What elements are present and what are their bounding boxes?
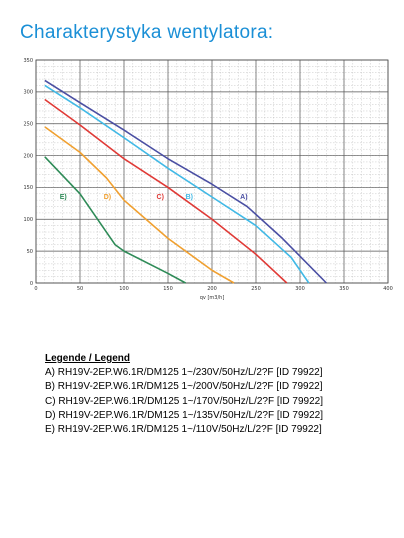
- series-line-a: [44, 79, 327, 284]
- x-tick-label: 200: [207, 286, 217, 292]
- y-tick-label: 250: [23, 122, 33, 128]
- x-tick-label: 250: [251, 286, 261, 292]
- y-tick-label: 150: [23, 185, 33, 191]
- series-line-d: [44, 126, 235, 284]
- page-heading: Charakterystyka wentylatora:: [20, 22, 274, 43]
- legend-item-d: D) RH19V-2EP.W6.1R/DM125 1~/135V/50Hz/L/…: [45, 409, 324, 421]
- y-tick-label: 0: [30, 281, 33, 287]
- x-axis-label: qv [m3/h]: [200, 295, 225, 301]
- x-tick-label: 0: [34, 286, 37, 292]
- y-tick-label: 300: [23, 90, 33, 96]
- x-tick-label: 100: [119, 286, 129, 292]
- y-tick-label: 200: [23, 153, 33, 159]
- x-tick-label: 400: [383, 286, 393, 292]
- legend-item-e: E) RH19V-2EP.W6.1R/DM125 1~/110V/50Hz/L/…: [45, 424, 322, 436]
- legend-item-c: C) RH19V-2EP.W6.1R/DM125 1~/170V/50Hz/L/…: [45, 395, 324, 407]
- legend-item-b: B) RH19V-2EP.W6.1R/DM125 1~/200V/50Hz/L/…: [45, 381, 323, 393]
- series-label-e: E): [60, 194, 67, 201]
- series-label-b: B): [186, 194, 193, 201]
- series-label-a: A): [240, 194, 247, 201]
- legend-title: Legende / Legend: [45, 353, 131, 364]
- y-tick-label: 100: [23, 217, 33, 223]
- legend: Legende / Legend A) RH19V-2EP.W6.1R/DM12…: [45, 352, 323, 437]
- series-line-e: [44, 156, 186, 284]
- x-tick-label: 50: [77, 286, 83, 292]
- x-tick-label: 150: [163, 286, 173, 292]
- series-line-b: [44, 84, 310, 284]
- legend-item-a: A) RH19V-2EP.W6.1R/DM125 1~/230V/50Hz/L/…: [45, 367, 323, 379]
- series-label-c: C): [157, 194, 164, 201]
- x-tick-label: 300: [295, 286, 305, 292]
- series-label-d: D): [104, 194, 111, 201]
- series-line-c: [44, 98, 288, 284]
- fan-characteristic-chart: 0 50 100 150 200 250 300 350 400 0 50 100 150 200 250 3…: [23, 58, 393, 301]
- y-tick-label: 50: [27, 249, 33, 255]
- x-tick-label: 350: [339, 286, 349, 292]
- y-tick-label: 350: [23, 58, 33, 64]
